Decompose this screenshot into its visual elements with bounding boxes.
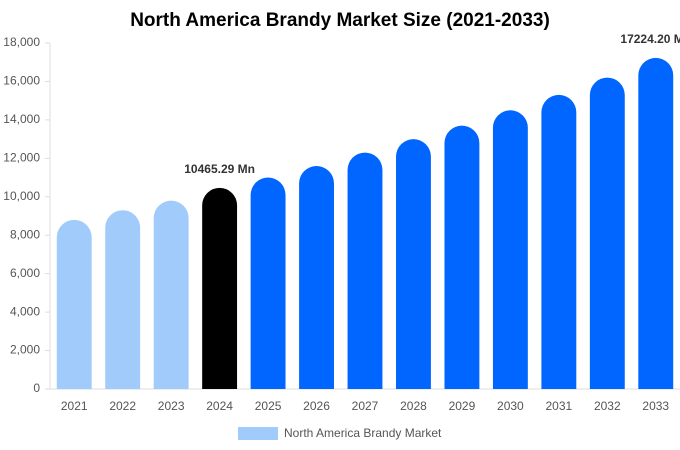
bar <box>347 152 383 389</box>
y-tick-label: 14,000 <box>3 112 40 126</box>
x-tick-label: 2031 <box>545 399 572 413</box>
bar <box>396 139 431 389</box>
y-tick-label: 0 <box>33 381 40 395</box>
x-tick-label: 2030 <box>497 399 524 413</box>
bar <box>638 57 674 389</box>
data-label: 10465.29 Mn <box>184 162 255 176</box>
x-tick-label: 2027 <box>352 399 379 413</box>
y-tick-label: 2,000 <box>10 343 40 357</box>
bar <box>444 125 480 389</box>
bar <box>56 219 92 389</box>
y-tick-label: 6,000 <box>10 266 40 280</box>
bar <box>299 166 334 389</box>
bar <box>153 200 189 389</box>
x-tick-label: 2025 <box>255 399 282 413</box>
x-tick-label: 2024 <box>206 399 233 413</box>
bar <box>202 187 238 389</box>
y-tick-label: 8,000 <box>10 227 40 241</box>
bar <box>492 110 528 389</box>
y-tick-label: 18,000 <box>3 35 40 49</box>
y-tick-label: 16,000 <box>3 74 40 88</box>
data-label: 17224.20 Mn <box>620 32 680 46</box>
legend-swatch <box>238 427 278 440</box>
bar <box>541 94 577 390</box>
x-tick-label: 2033 <box>642 399 669 413</box>
y-tick-label: 10,000 <box>3 189 40 203</box>
x-tick-label: 2028 <box>400 399 427 413</box>
legend-label: North America Brandy Market <box>284 426 442 440</box>
chart-title: North America Brandy Market Size (2021-2… <box>130 10 550 31</box>
bar <box>589 77 625 390</box>
x-tick-label: 2026 <box>303 399 330 413</box>
y-tick-label: 12,000 <box>3 151 40 165</box>
y-tick-label: 4,000 <box>10 304 40 318</box>
x-tick-label: 2032 <box>594 399 621 413</box>
bar <box>105 210 141 389</box>
x-tick-label: 2021 <box>61 399 88 413</box>
x-tick-label: 2023 <box>158 399 185 413</box>
bar <box>250 177 286 389</box>
x-tick-label: 2022 <box>109 399 136 413</box>
x-tick-label: 2029 <box>449 399 476 413</box>
